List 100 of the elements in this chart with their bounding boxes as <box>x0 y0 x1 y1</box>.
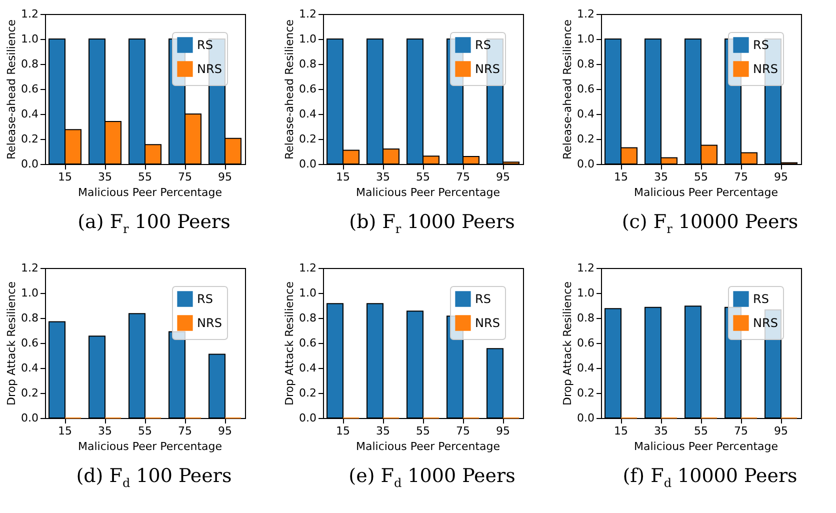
y-tick-label: 1.2 <box>299 262 316 274</box>
legend-label: RS <box>197 292 213 306</box>
y-axis-title: Release-ahead Resilience <box>5 19 18 160</box>
y-tick-label: 1.2 <box>577 262 594 274</box>
x-tick-label: 55 <box>694 424 708 438</box>
x-axis-title: Malicious Peer Percentage <box>76 440 224 453</box>
x-tick-label: 75 <box>178 170 192 184</box>
text: (c) F$_{r}$ 10000 Peers <box>620 211 800 236</box>
legend-label: RS <box>197 38 213 52</box>
y-tick-label: 0.4 <box>21 362 38 374</box>
y-tick-label: 0.4 <box>577 108 594 120</box>
x-tick-label: 95 <box>774 424 788 438</box>
y-tick-label: 1.0 <box>577 32 594 46</box>
legend-label: NRS <box>753 62 778 76</box>
x-tick-label: 55 <box>416 424 430 438</box>
y-tick-label: 1.0 <box>21 286 38 300</box>
y-tick-label: 0.8 <box>577 58 594 70</box>
text: (a) F$_{r}$ 100 Peers <box>76 211 232 236</box>
y-tick-label: 1.0 <box>299 32 316 46</box>
legend-label: RS <box>475 38 491 52</box>
x-tick-label: 35 <box>98 424 112 438</box>
y-tick-label: 1.0 <box>21 32 38 46</box>
x-tick-label: 35 <box>654 170 668 184</box>
y-tick-label: 0.8 <box>21 312 38 324</box>
legend-label: NRS <box>197 62 222 76</box>
x-tick-label: 75 <box>456 170 470 184</box>
x-tick-label: 55 <box>694 170 708 184</box>
text: (d) F$_{d}$ 100 Peers <box>75 465 233 490</box>
y-tick-label: 0.2 <box>21 132 38 146</box>
x-tick-label: 75 <box>734 170 748 184</box>
x-tick-label: 35 <box>376 170 390 184</box>
y-tick-label: 1.2 <box>21 262 38 274</box>
y-tick-label: 0.0 <box>577 158 594 170</box>
y-tick-label: 0.8 <box>299 58 316 70</box>
text: (e) F$_{d}$ 1000 Peers <box>348 465 516 490</box>
x-tick-label: 35 <box>98 170 112 184</box>
x-tick-label: 95 <box>496 424 510 438</box>
legend-label: RS <box>753 292 769 306</box>
x-tick-label: 75 <box>734 424 748 438</box>
legend-label: NRS <box>475 62 500 76</box>
x-axis-title: Malicious Peer Percentage <box>632 186 780 199</box>
y-tick-label: 1.2 <box>21 8 38 20</box>
y-tick-label: 0.2 <box>299 386 316 400</box>
y-tick-label: 0.4 <box>299 362 316 374</box>
y-tick-label: 0.2 <box>299 132 316 146</box>
y-tick-label: 0.2 <box>577 386 594 400</box>
legend-label: NRS <box>753 316 778 330</box>
x-axis-title: Malicious Peer Percentage <box>354 440 502 453</box>
x-tick-label: 35 <box>654 424 668 438</box>
y-tick-label: 0.2 <box>21 386 38 400</box>
y-tick-label: 1.2 <box>577 8 594 20</box>
y-axis-title: Drop Attack Resilience <box>5 281 18 406</box>
x-tick-label: 15 <box>336 424 350 438</box>
y-tick-label: 0.0 <box>21 158 38 170</box>
y-tick-label: 0.0 <box>577 412 594 424</box>
y-tick-label: 0.4 <box>21 108 38 120</box>
text: (f) F$_{d}$ 10000 Peers <box>622 465 798 490</box>
x-tick-label: 95 <box>218 170 232 184</box>
x-tick-label: 15 <box>336 170 350 184</box>
x-axis-title: Malicious Peer Percentage <box>632 440 780 453</box>
x-tick-label: 55 <box>416 170 430 184</box>
legend-label: RS <box>753 38 769 52</box>
y-axis-title: Release-ahead Resilience <box>561 19 574 160</box>
y-tick-label: 1.0 <box>577 286 594 300</box>
x-axis-title: Malicious Peer Percentage <box>354 186 502 199</box>
y-tick-label: 0.4 <box>577 362 594 374</box>
x-tick-label: 15 <box>58 424 72 438</box>
y-tick-label: 0.6 <box>21 82 38 96</box>
x-tick-label: 95 <box>774 170 788 184</box>
y-tick-label: 0.0 <box>299 158 316 170</box>
x-axis-title: Malicious Peer Percentage <box>76 186 224 199</box>
x-tick-label: 35 <box>376 424 390 438</box>
y-tick-label: 0.6 <box>21 336 38 350</box>
x-tick-label: 95 <box>496 170 510 184</box>
x-tick-label: 75 <box>178 424 192 438</box>
legend-label: NRS <box>475 316 500 330</box>
y-axis-title: Drop Attack Resilience <box>561 281 574 406</box>
y-tick-label: 0.4 <box>299 108 316 120</box>
y-tick-label: 0.6 <box>299 336 316 350</box>
y-tick-label: 0.0 <box>21 412 38 424</box>
x-tick-label: 75 <box>456 424 470 438</box>
y-tick-label: 0.6 <box>577 82 594 96</box>
x-tick-label: 95 <box>218 424 232 438</box>
y-tick-label: 0.0 <box>299 412 316 424</box>
x-tick-label: 15 <box>58 170 72 184</box>
y-axis-title: Drop Attack Resilience <box>283 281 296 406</box>
y-tick-label: 1.2 <box>299 8 316 20</box>
y-tick-label: 0.2 <box>577 132 594 146</box>
legend-label: RS <box>475 292 491 306</box>
y-tick-label: 1.0 <box>299 286 316 300</box>
x-tick-label: 15 <box>614 170 628 184</box>
y-tick-label: 0.8 <box>577 312 594 324</box>
text: (b) F$_{r}$ 1000 Peers <box>348 211 516 236</box>
x-tick-label: 55 <box>138 424 152 438</box>
y-tick-label: 0.8 <box>21 58 38 70</box>
y-axis-title: Release-ahead Resilience <box>283 19 296 160</box>
x-tick-label: 15 <box>614 424 628 438</box>
y-tick-label: 0.6 <box>299 82 316 96</box>
y-tick-label: 0.6 <box>577 336 594 350</box>
legend-label: NRS <box>197 316 222 330</box>
